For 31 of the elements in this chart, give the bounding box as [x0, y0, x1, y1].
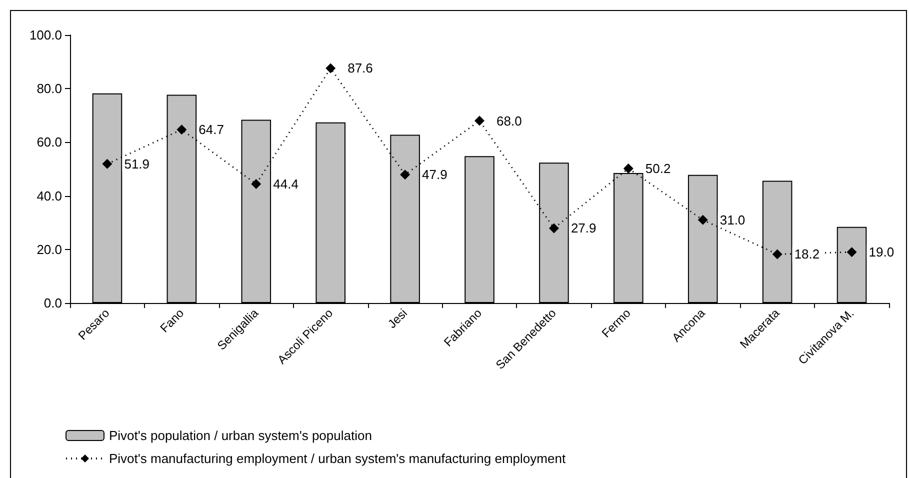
x-tick-label: Jesi [385, 306, 410, 332]
point [548, 223, 559, 234]
data-label: 68.0 [496, 113, 522, 128]
data-label: 64.7 [198, 122, 224, 138]
data-label: 27.9 [570, 220, 596, 236]
data-label: 47.9 [422, 167, 448, 182]
point [251, 179, 262, 190]
data-label: 31.0 [720, 212, 746, 228]
point [846, 247, 857, 258]
y-tick-label: 60.0 [36, 134, 62, 150]
point [623, 163, 634, 174]
point [698, 214, 708, 225]
point [474, 116, 484, 126]
y-tick-label: 0.0 [44, 296, 62, 310]
point [772, 249, 782, 260]
y-tick-label: 40.0 [36, 188, 62, 204]
legend-label: Pivot's manufacturing employment / urban system's manufacturing employment [109, 451, 566, 466]
point [176, 124, 187, 135]
data-label: 87.6 [348, 60, 373, 76]
y-tick-label: 80.0 [36, 81, 62, 96]
point [102, 158, 112, 169]
legend-label: Pivot's population / urban system's population [109, 428, 372, 443]
data-label: 51.9 [124, 156, 150, 172]
point [326, 63, 336, 74]
y-tick-label: 20.0 [36, 242, 62, 257]
data-label: 50.2 [645, 160, 671, 176]
point [400, 170, 410, 180]
data-label: 18.2 [794, 246, 820, 262]
y-tick-label: 100.0 [29, 28, 62, 42]
data-label: 44.4 [273, 176, 298, 192]
data-label: 19.0 [868, 244, 894, 260]
